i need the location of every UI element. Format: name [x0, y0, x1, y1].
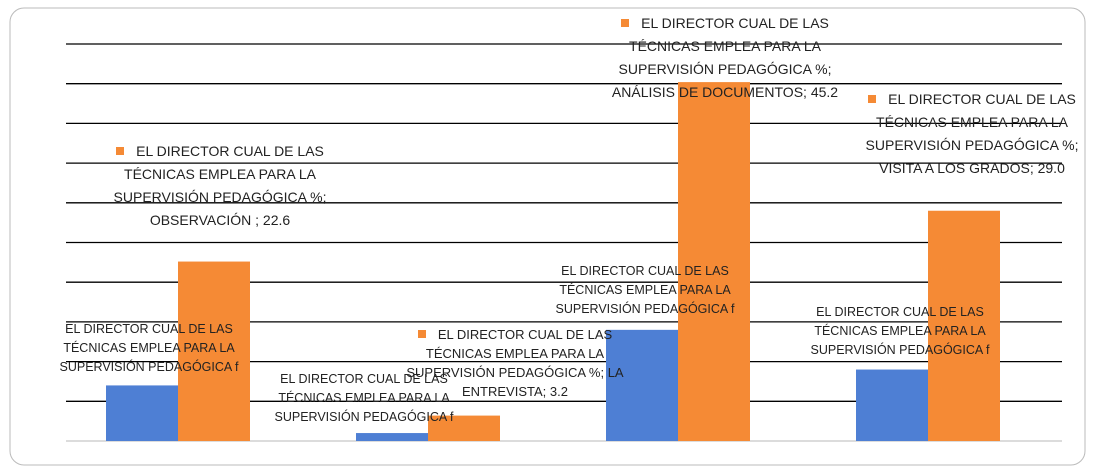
data-label: EL DIRECTOR CUAL DE LAS TÉCNICAS EMPLEA … — [605, 12, 845, 104]
bar — [856, 369, 928, 441]
data-label: EL DIRECTOR CUAL DE LAS TÉCNICAS EMPLEA … — [810, 305, 990, 357]
bar — [428, 415, 500, 441]
label-part: ANÁLISIS DE DOCUMENTOS — [611, 84, 804, 100]
label-marker — [868, 95, 877, 103]
chart-border — [9, 7, 1086, 466]
label-part: 29.0 — [1037, 160, 1065, 176]
data-label: EL DIRECTOR CUAL DE LAS TÉCNICAS EMPLEA … — [852, 88, 1092, 180]
label-part: ; — [803, 84, 811, 100]
label-part: 3.2 — [549, 384, 568, 399]
label-marker — [116, 147, 125, 155]
bar — [606, 329, 678, 441]
label-part: ; — [322, 189, 327, 205]
label-part: EL DIRECTOR CUAL DE LAS TÉCNICAS EMPLEA … — [406, 327, 613, 380]
label-part: ; — [1074, 137, 1079, 153]
label-part: OBSERVACIÓN — [149, 212, 256, 228]
data-label: EL DIRECTOR CUAL DE LAS TÉCNICAS EMPLEA … — [274, 372, 454, 424]
label-part: LA ENTREVISTA — [462, 365, 624, 399]
label-part: EL DIRECTOR CUAL DE LAS TÉCNICAS EMPLEA … — [865, 91, 1076, 153]
label-part: EL DIRECTOR CUAL DE LAS TÉCNICAS EMPLEA … — [113, 143, 324, 205]
label-part: ; — [542, 384, 550, 399]
data-label: EL DIRECTOR CUAL DE LAS TÉCNICAS EMPLEA … — [100, 140, 340, 232]
bar — [178, 261, 250, 441]
bar — [356, 433, 428, 441]
label-marker — [621, 19, 630, 27]
label-part: ; — [1029, 160, 1038, 176]
label-part: ; — [827, 61, 832, 77]
label-part: 45.2 — [810, 84, 839, 100]
label-part: ; — [255, 212, 263, 228]
label-part: ; — [600, 365, 608, 380]
data-label: EL DIRECTOR CUAL DE LAS TÉCNICAS EMPLEA … — [555, 264, 735, 316]
label-marker — [417, 330, 426, 338]
data-label: EL DIRECTOR CUAL DE LAS TÉCNICAS EMPLEA … — [59, 322, 239, 374]
bar — [928, 210, 1000, 441]
label-part: 22.6 — [262, 212, 291, 228]
bar — [106, 385, 178, 441]
bar — [678, 82, 750, 441]
label-part: EL DIRECTOR CUAL DE LAS TÉCNICAS EMPLEA … — [618, 15, 829, 77]
label-part: VISITA A LOS GRADOS — [879, 160, 1030, 176]
data-label: EL DIRECTOR CUAL DE LAS TÉCNICAS EMPLEA … — [405, 325, 625, 401]
